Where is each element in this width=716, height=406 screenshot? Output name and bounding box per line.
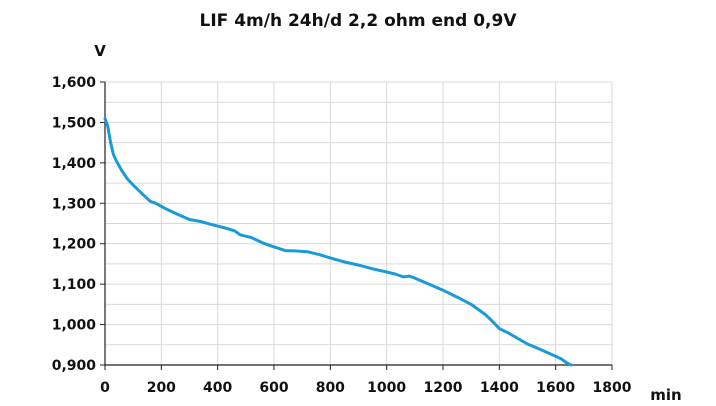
x-tick-labels: 0 200 400 600 800 1000 1200 1400 1600 1800 <box>100 380 632 396</box>
y-tick-label: 1,400 <box>52 156 97 172</box>
y-tick-label: 1,100 <box>52 277 97 293</box>
x-tick-label: 0 <box>100 380 110 396</box>
x-tick-label: 1400 <box>480 380 519 396</box>
x-tick-label: 600 <box>259 380 288 396</box>
x-tick-label: 800 <box>316 380 345 396</box>
series-line <box>103 116 573 367</box>
y-tick-label: 1,500 <box>52 115 97 131</box>
chart-title: LIF 4m/h 24h/d 2,2 ohm end 0,9V <box>200 11 518 31</box>
x-tick-label: 1200 <box>424 380 463 396</box>
x-tick-label: 200 <box>147 380 176 396</box>
y-tick-label: 0,900 <box>52 358 97 374</box>
x-axis-label: min <box>650 386 681 404</box>
y-tick-label: 1,300 <box>52 196 97 212</box>
axes <box>100 81 613 370</box>
x-tick-label: 1800 <box>593 380 632 396</box>
grid-lines <box>105 81 613 365</box>
y-tick-label: 1,600 <box>52 75 97 91</box>
x-tick-label: 400 <box>203 380 232 396</box>
x-tick-label: 1600 <box>536 380 575 396</box>
y-tick-label: 1,200 <box>52 237 97 253</box>
y-axis-label: V <box>94 42 106 60</box>
y-tick-labels: 0,900 1,000 1,100 1,200 1,300 1,400 1,500 1,600 <box>52 75 97 374</box>
x-tick-label: 1000 <box>367 380 406 396</box>
y-tick-label: 1,000 <box>52 318 97 334</box>
series-group <box>103 116 573 367</box>
